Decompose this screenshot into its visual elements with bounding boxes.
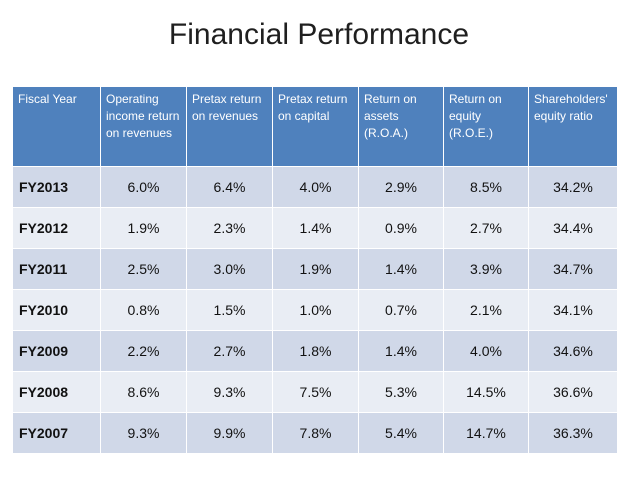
table-row: FY2013 6.0% 6.4% 4.0% 2.9% 8.5% 34.2%: [12, 166, 618, 208]
header-roa: Return on assets (R.O.A.): [358, 86, 444, 167]
header-roe: Return on equity (R.O.E.): [443, 86, 529, 167]
table-cell: 3.9%: [443, 248, 529, 290]
fiscal-year-cell: FY2009: [12, 330, 101, 372]
table-cell: 36.6%: [528, 371, 618, 413]
fiscal-year-cell: FY2008: [12, 371, 101, 413]
table-cell: 1.4%: [358, 330, 444, 372]
table-cell: 2.3%: [186, 207, 273, 249]
table-cell: 1.4%: [358, 248, 444, 290]
fiscal-year-cell: FY2010: [12, 289, 101, 331]
header-fiscal-year: Fiscal Year: [12, 86, 101, 167]
table-cell: 9.3%: [100, 412, 187, 454]
page-title: Financial Performance: [168, 18, 470, 51]
table-cell: 34.2%: [528, 166, 618, 208]
table-cell: 34.7%: [528, 248, 618, 290]
table-row: FY2007 9.3% 9.9% 7.8% 5.4% 14.7% 36.3%: [12, 412, 618, 454]
table-cell: 14.5%: [443, 371, 529, 413]
table-cell: 1.0%: [272, 289, 359, 331]
table-cell: 4.0%: [443, 330, 529, 372]
table-cell: 1.9%: [272, 248, 359, 290]
table-row: FY2009 2.2% 2.7% 1.8% 1.4% 4.0% 34.6%: [12, 330, 618, 372]
table-cell: 0.7%: [358, 289, 444, 331]
table-cell: 6.4%: [186, 166, 273, 208]
table-cell: 1.9%: [100, 207, 187, 249]
table-row: FY2012 1.9% 2.3% 1.4% 0.9% 2.7% 34.4%: [12, 207, 618, 249]
table-cell: 7.5%: [272, 371, 359, 413]
table-header-row: Fiscal Year Operating income return on r…: [12, 86, 618, 167]
table-cell: 2.7%: [186, 330, 273, 372]
table-cell: 9.9%: [186, 412, 273, 454]
table-cell: 2.9%: [358, 166, 444, 208]
table-cell: 34.4%: [528, 207, 618, 249]
table-cell: 5.3%: [358, 371, 444, 413]
financial-performance-table: Fiscal Year Operating income return on r…: [12, 86, 618, 454]
table-row: FY2011 2.5% 3.0% 1.9% 1.4% 3.9% 34.7%: [12, 248, 618, 290]
header-equity-ratio: Shareholders' equity ratio: [528, 86, 618, 167]
table-cell: 2.2%: [100, 330, 187, 372]
table-cell: 2.7%: [443, 207, 529, 249]
table-cell: 36.3%: [528, 412, 618, 454]
table-cell: 1.4%: [272, 207, 359, 249]
fiscal-year-cell: FY2011: [12, 248, 101, 290]
header-operating-income-return: Operating income return on revenues: [100, 86, 187, 167]
table-cell: 1.5%: [186, 289, 273, 331]
table-cell: 0.8%: [100, 289, 187, 331]
table-cell: 3.0%: [186, 248, 273, 290]
table-cell: 5.4%: [358, 412, 444, 454]
table-cell: 4.0%: [272, 166, 359, 208]
table-cell: 2.5%: [100, 248, 187, 290]
header-pretax-return-capital: Pretax return on capital: [272, 86, 359, 167]
fiscal-year-cell: FY2013: [12, 166, 101, 208]
table-cell: 0.9%: [358, 207, 444, 249]
fiscal-year-cell: FY2012: [12, 207, 101, 249]
table-cell: 7.8%: [272, 412, 359, 454]
fiscal-year-cell: FY2007: [12, 412, 101, 454]
table-cell: 8.5%: [443, 166, 529, 208]
table-row: FY2008 8.6% 9.3% 7.5% 5.3% 14.5% 36.6%: [12, 371, 618, 413]
table-cell: 34.6%: [528, 330, 618, 372]
header-pretax-return-revenues: Pretax return on revenues: [186, 86, 273, 167]
table-row: FY2010 0.8% 1.5% 1.0% 0.7% 2.1% 34.1%: [12, 289, 618, 331]
table-cell: 9.3%: [186, 371, 273, 413]
table-cell: 8.6%: [100, 371, 187, 413]
table-cell: 2.1%: [443, 289, 529, 331]
table-cell: 6.0%: [100, 166, 187, 208]
table-cell: 14.7%: [443, 412, 529, 454]
table-cell: 1.8%: [272, 330, 359, 372]
table-cell: 34.1%: [528, 289, 618, 331]
